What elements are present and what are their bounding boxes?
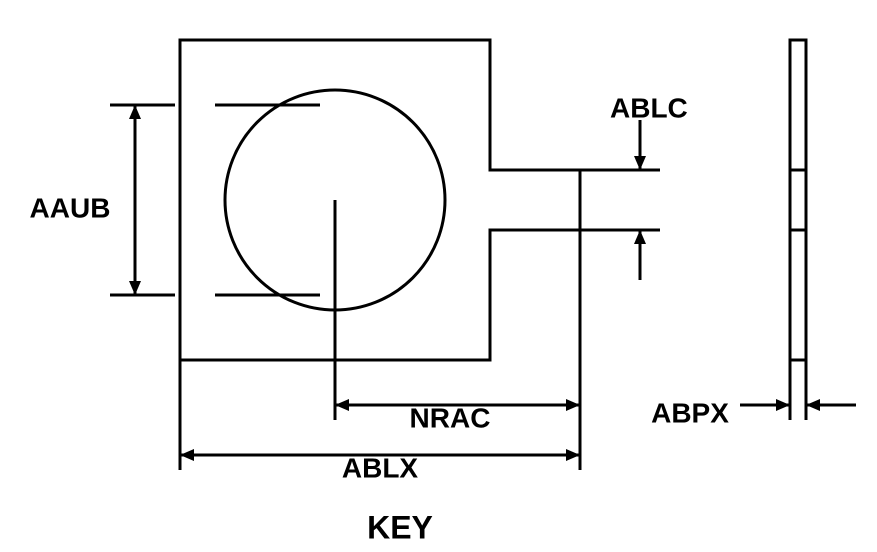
- dim-ablc: ABLC: [610, 92, 688, 123]
- dim-aaub: AAUB: [30, 192, 111, 223]
- side-view: [790, 40, 806, 360]
- dim-nrac: NRAC: [410, 402, 491, 433]
- dim-abpx: ABPX: [651, 397, 729, 428]
- diagram-title: KEY: [367, 509, 433, 545]
- dim-ablx: ABLX: [342, 452, 419, 483]
- key-plate-outline: [180, 40, 580, 360]
